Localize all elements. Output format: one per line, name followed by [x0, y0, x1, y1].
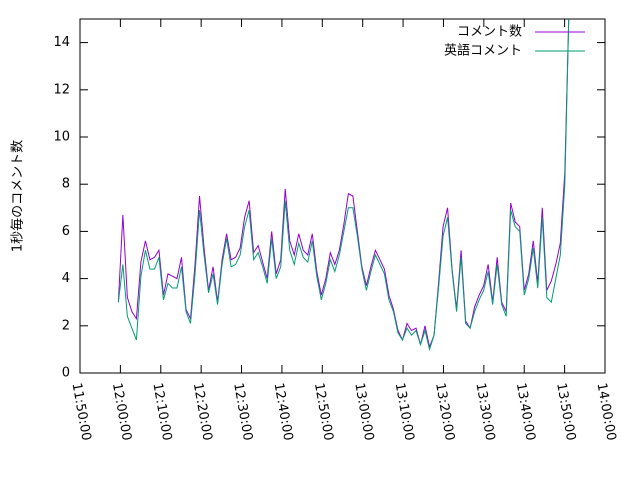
x-tick-label: 13:30:00	[472, 382, 497, 442]
y-tick-label: 8	[62, 177, 70, 192]
y-tick-label: 2	[62, 318, 70, 333]
legend-label: 英語コメント	[444, 43, 522, 59]
y-tick-label: 14	[53, 35, 70, 50]
y-tick-label: 10	[53, 130, 70, 145]
x-tick-label: 12:30:00	[230, 382, 255, 442]
y-tick-label: 12	[53, 82, 70, 97]
x-tick-label: 12:40:00	[271, 382, 296, 442]
x-tick-label: 13:10:00	[392, 382, 417, 442]
x-tick-label: 12:10:00	[149, 382, 174, 442]
y-axis-label: 1秒毎のコメント数	[10, 140, 26, 252]
x-tick-label: 12:00:00	[109, 382, 134, 442]
x-tick-label: 13:00:00	[351, 382, 376, 442]
x-tick-label: 12:50:00	[311, 382, 336, 442]
x-tick-label: 12:20:00	[190, 382, 215, 442]
series-line	[117, 19, 570, 352]
x-tick-label: 13:50:00	[553, 382, 578, 442]
x-tick-label: 13:40:00	[513, 382, 538, 442]
y-tick-label: 0	[62, 366, 70, 381]
x-tick-label: 14:00:00	[594, 382, 619, 442]
plot-frame	[79, 18, 606, 374]
x-tick-label: 13:20:00	[432, 382, 457, 442]
y-tick-label: 4	[62, 271, 70, 286]
x-tick-label: 11:50:00	[69, 382, 94, 442]
y-tick-label: 6	[62, 224, 70, 239]
legend-label: コメント数	[457, 25, 522, 40]
